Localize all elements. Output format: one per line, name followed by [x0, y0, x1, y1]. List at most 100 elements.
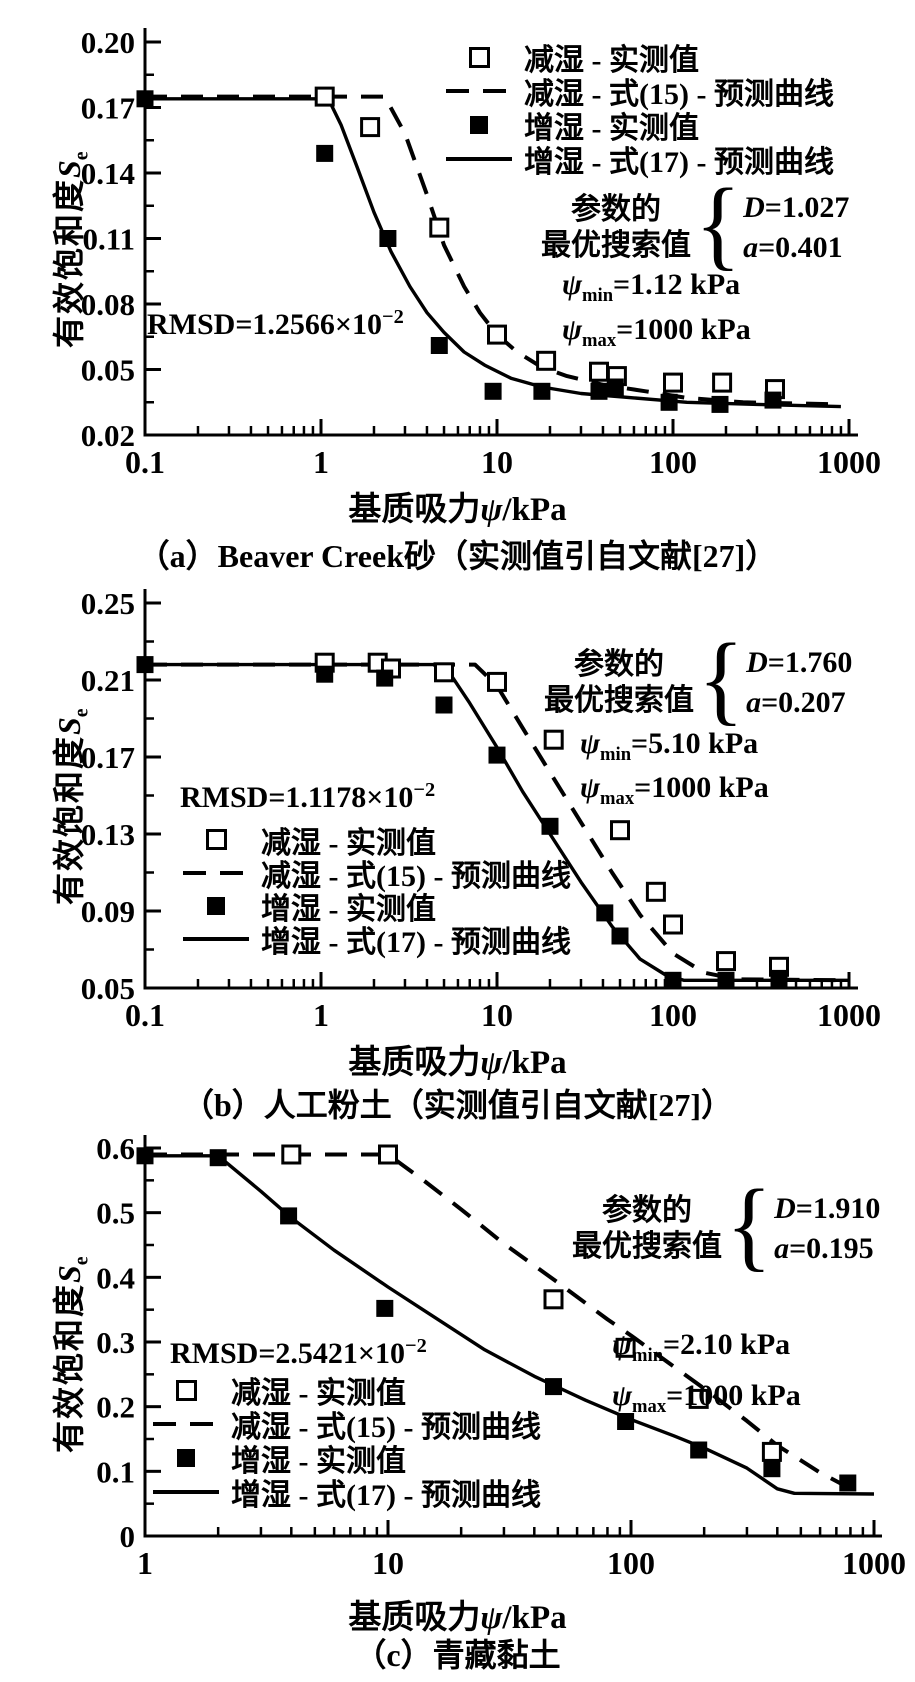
- legend-item: 增湿 - 实测值: [153, 1441, 541, 1478]
- drying-prediction-curve: [145, 662, 850, 983]
- wetting-measured-point: [376, 1299, 394, 1317]
- params-label: 参数的 最优搜索值: [541, 193, 691, 262]
- drying-measured-point: [688, 1388, 709, 1409]
- legend-item: 减湿 - 实测值: [446, 40, 834, 77]
- legend-item-label: 减湿 - 实测值: [231, 1377, 406, 1410]
- y-tick-label: 0.1: [96, 1454, 135, 1489]
- wetting-measured-point: [763, 1460, 781, 1478]
- wetting-measured-point: [316, 665, 334, 683]
- drying-measured-point: [615, 1337, 636, 1358]
- wetting-measured-point: [136, 1147, 154, 1165]
- chart-b-caption: （b）人工粉土（实测值引自文献[27]）: [181, 1087, 734, 1123]
- y-tick-label: 0.2: [96, 1390, 135, 1425]
- x-tick-label: 10: [481, 444, 513, 480]
- x-tick-label: 10: [372, 1545, 404, 1581]
- y-tick-label: 0.3: [96, 1325, 135, 1360]
- param-d-value: D=1.027: [743, 191, 850, 224]
- legend-item-label: 增湿 - 式(17) - 预测曲线: [231, 1479, 541, 1512]
- chart-c: 0 0.1 0.2 0.3 0.4 0.5 0.6 1 10 100 1000 有效饱和度Se 参数…: [0, 1135, 915, 1682]
- rmsd-label: RMSD=2.5421×10−2: [170, 1335, 427, 1370]
- wetting-measured-point: [484, 382, 502, 400]
- legend-item-label: 增湿 - 式(17) - 预测曲线: [524, 146, 834, 179]
- params-block: 参数的 最优搜索值 { D=1.760 a=0.207: [544, 622, 852, 735]
- x-tick-label: 1000: [817, 444, 881, 480]
- param-d-value: D=1.910: [774, 1192, 881, 1225]
- x-axis-label: 基质吸力ψ/kPa: [348, 492, 567, 528]
- rmsd-label: RMSD=1.2566×10−2: [147, 306, 404, 341]
- y-tick-label: 0: [120, 1519, 136, 1554]
- x-axis-label: 基质吸力ψ/kPa: [348, 1045, 567, 1081]
- x-tick-label: 1: [137, 1545, 153, 1581]
- drying-measured-point: [589, 361, 609, 382]
- legend-item: 增湿 - 式(17) - 预测曲线: [153, 1475, 541, 1512]
- x-tick-label: 100: [607, 1545, 655, 1581]
- wetting-measured-point: [488, 746, 506, 764]
- drying-measured-point: [360, 117, 381, 138]
- y-tick-label: 0.25: [81, 586, 135, 621]
- filled-square-marker-icon: [207, 896, 225, 915]
- y-tick-label: 0.11: [82, 222, 135, 257]
- y-axis-label: 有效饱和度Se: [44, 151, 93, 348]
- dashed-line-marker-icon: [446, 89, 512, 93]
- y-axis-label-text: 有效饱和度: [51, 177, 87, 348]
- brace-icon: {: [726, 1168, 773, 1281]
- psi-range-block: ψmin=5.10 kPa ψmax=1000 kPa: [580, 727, 769, 815]
- params-values: D=1.910 a=0.195: [774, 1189, 880, 1269]
- legend-item-label: 增湿 - 实测值: [261, 892, 436, 926]
- filled-square-marker-icon: [470, 116, 488, 134]
- param-a-value: a=0.401: [743, 231, 843, 264]
- legend: 减湿 - 实测值 减湿 - 式(15) - 预测曲线 增湿 - 实测值 增湿 -…: [153, 1373, 541, 1512]
- x-tick-label: 1000: [842, 1545, 906, 1581]
- x-tick-label: 1: [313, 997, 329, 1033]
- dashed-line-marker-icon: [183, 870, 249, 875]
- plot-svg-a: 0.020.050.080.110.140.170.200.1 1 10 100 100…: [81, 25, 881, 480]
- chart-a-caption: （a）Beaver Creek砂（实测值引自文献[27]）: [137, 538, 778, 574]
- drying-measured-point: [281, 1144, 302, 1165]
- y-tick-label: 0.14: [81, 156, 135, 191]
- params-block: 参数的 最优搜索值 { D=1.910 a=0.195: [572, 1168, 880, 1281]
- y-tick-label: 0.4: [96, 1260, 135, 1295]
- legend-item: 增湿 - 式(17) - 预测曲线: [446, 142, 834, 179]
- legend-item-label: 减湿 - 实测值: [261, 826, 436, 860]
- drying-measured-point: [663, 372, 683, 393]
- solid-line-marker-icon: [183, 936, 249, 941]
- x-tick-label: 100: [649, 444, 697, 480]
- legend-item: 减湿 - 式(15) - 预测曲线: [153, 1407, 541, 1444]
- wetting-measured-point: [376, 669, 394, 687]
- drying-measured-point: [712, 372, 733, 393]
- brace-icon: {: [698, 622, 745, 735]
- wetting-measured-point: [209, 1149, 227, 1167]
- drying-measured-point: [378, 1144, 398, 1165]
- wetting-measured-point: [136, 90, 154, 108]
- x-tick-label: 10: [481, 997, 513, 1033]
- legend-item-label: 减湿 - 实测值: [524, 44, 699, 77]
- drying-measured-point: [536, 350, 557, 371]
- params-block: 参数的 最优搜索值 { D=1.027 a=0.401: [541, 173, 850, 274]
- y-tick-label: 0.6: [96, 1135, 135, 1166]
- drying-measured-point: [487, 671, 507, 692]
- y-tick-label: 0.08: [81, 287, 135, 322]
- drying-measured-point: [645, 881, 666, 902]
- wetting-measured-point: [430, 337, 448, 354]
- y-tick-label: 0.17: [81, 91, 135, 126]
- chart-b: 0.05 0.09 0.13 0.17 0.21 0.25 0.1 1 10 100 1000 有效…: [0, 575, 915, 1135]
- legend-item-label: 增湿 - 式(17) - 预测曲线: [261, 925, 571, 959]
- wetting-measured-point: [280, 1207, 298, 1225]
- psi-min-line: ψmin=5.10 kPa: [580, 727, 759, 765]
- psi-min-line: ψmin=1.12 kPa: [562, 268, 741, 306]
- psi-range-block: ψmin=2.10 kPa ψmax=1000 kPa: [612, 1325, 801, 1427]
- psi-max-line: ψmax=1000 kPa: [612, 1379, 801, 1417]
- y-tick-label: 0.17: [81, 740, 135, 775]
- filled-square-marker-icon: [177, 1449, 195, 1467]
- drying-measured-point: [716, 951, 736, 972]
- legend: 减湿 - 实测值 减湿 - 式(15) - 预测曲线 增湿 - 实测值 增湿 -…: [446, 40, 834, 179]
- legend-item: 减湿 - 式(15) - 预测曲线: [183, 856, 571, 893]
- legend-item-label: 减湿 - 式(15) - 预测曲线: [261, 859, 571, 893]
- x-axis-label: 基质吸力ψ/kPa: [348, 1600, 567, 1636]
- chart-c-caption: （c）青藏黏土: [354, 1637, 561, 1673]
- y-tick-label: 0.21: [81, 663, 135, 698]
- params-values: D=1.760 a=0.207: [746, 643, 852, 723]
- wetting-measured-point: [533, 382, 551, 400]
- wetting-measured-point: [316, 144, 334, 162]
- param-a-value: a=0.195: [774, 1232, 874, 1265]
